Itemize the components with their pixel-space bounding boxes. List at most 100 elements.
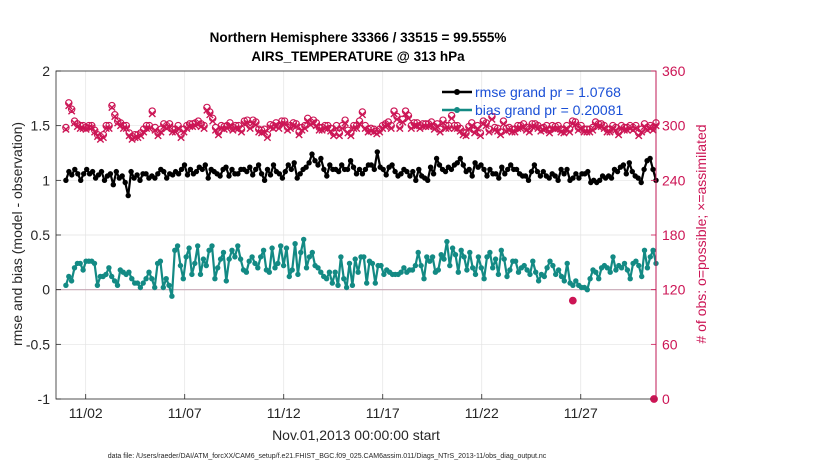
rmse-point bbox=[425, 177, 431, 183]
obs-assimilated-stroke bbox=[99, 133, 108, 142]
rmse-point bbox=[629, 168, 635, 175]
bias-point bbox=[68, 278, 75, 284]
rmse-point bbox=[647, 155, 653, 162]
rmse-point bbox=[75, 171, 81, 177]
rmse-point bbox=[294, 175, 300, 181]
obs-assimilated-marker bbox=[427, 121, 436, 129]
obs-assimilated-marker bbox=[612, 126, 620, 134]
obs-assimilated-stroke bbox=[358, 111, 367, 119]
bias-point bbox=[223, 278, 229, 284]
obs-assimilated-stroke bbox=[404, 114, 413, 123]
obs-assimilated-marker bbox=[76, 124, 84, 133]
rmse-series bbox=[63, 149, 659, 199]
obs-assimilated-marker bbox=[211, 126, 220, 134]
rmse-point bbox=[383, 172, 389, 178]
bias-point bbox=[278, 243, 284, 249]
obs-assimilated-marker bbox=[209, 117, 217, 125]
bias-point bbox=[129, 276, 135, 282]
obs-assimilated-stroke bbox=[548, 124, 557, 133]
obs-assimilated-marker bbox=[462, 131, 470, 140]
bias-point bbox=[71, 265, 78, 271]
bias-point bbox=[352, 256, 358, 262]
obs-assimilated-stroke bbox=[433, 122, 441, 131]
rmse-point bbox=[427, 164, 434, 170]
bias-point bbox=[378, 262, 384, 269]
bias-point bbox=[372, 280, 378, 286]
rmse-point bbox=[306, 160, 312, 166]
obs-assimilated-marker bbox=[485, 128, 493, 136]
rmse-point bbox=[368, 162, 374, 168]
obs-assimilated-stroke bbox=[479, 120, 487, 128]
obs-assimilated-marker bbox=[335, 131, 344, 140]
obs-assimilated-stroke bbox=[266, 123, 274, 132]
obs-assimilated-marker bbox=[447, 114, 456, 123]
bias-point bbox=[461, 254, 467, 260]
x-tick-label: 11/02 bbox=[69, 405, 103, 421]
obs-assimilated-stroke bbox=[456, 127, 464, 135]
obs-assimilated-stroke bbox=[439, 119, 447, 127]
rmse-point bbox=[327, 162, 333, 168]
rmse-point bbox=[113, 168, 120, 175]
obs-assimilated-stroke bbox=[105, 124, 113, 133]
rmse-point bbox=[407, 173, 413, 179]
obs-assimilated-marker bbox=[99, 133, 108, 142]
bias-point bbox=[498, 247, 504, 253]
obs-assimilated-stroke bbox=[384, 121, 392, 129]
rmse-point bbox=[98, 168, 105, 175]
bias-point bbox=[255, 265, 261, 271]
obs-assimilated-marker bbox=[350, 124, 358, 133]
rmse-point bbox=[125, 192, 131, 199]
obs-assimilated-stroke bbox=[542, 124, 551, 133]
bias-point bbox=[283, 245, 290, 251]
rmse-point bbox=[493, 171, 499, 177]
bias-point bbox=[381, 271, 387, 278]
obs-assimilated-stroke bbox=[445, 124, 453, 133]
rmse-point bbox=[484, 173, 490, 179]
rmse-point bbox=[626, 160, 632, 166]
rmse-point bbox=[152, 175, 158, 181]
obs-possible-marker bbox=[62, 123, 70, 132]
obs-assimilated-stroke bbox=[370, 128, 378, 136]
obs-assimilated-marker bbox=[151, 126, 159, 134]
rmse-point bbox=[267, 172, 274, 178]
x-axis-label: Nov.01,2013 00:00:00 start bbox=[272, 427, 440, 443]
bias-point bbox=[604, 265, 610, 271]
rmse-point bbox=[502, 171, 508, 177]
bias-point bbox=[235, 243, 241, 249]
obs-assimilated-stroke bbox=[165, 122, 174, 131]
obs-assimilated-marker bbox=[252, 121, 260, 129]
rmse-point bbox=[573, 171, 579, 177]
rmse-point bbox=[416, 166, 422, 173]
rmse-point bbox=[270, 162, 277, 168]
bias-point bbox=[636, 262, 642, 269]
bias-point bbox=[533, 269, 539, 275]
bias-point bbox=[137, 284, 144, 291]
rmse-point bbox=[264, 166, 271, 173]
bias-point bbox=[613, 267, 619, 273]
obs-assimilated-marker bbox=[232, 124, 240, 133]
obs-assimilated-stroke bbox=[393, 115, 401, 123]
obs-assimilated-stroke bbox=[571, 121, 580, 129]
obs-assimilated-stroke bbox=[531, 122, 539, 131]
obs-assimilated-stroke bbox=[591, 121, 600, 129]
obs-assimilated-marker bbox=[387, 124, 395, 133]
obs-assimilated-marker bbox=[168, 128, 177, 136]
bias-point bbox=[444, 238, 450, 245]
bias-point bbox=[361, 254, 367, 260]
obs-assimilated-stroke bbox=[246, 124, 254, 133]
bias-point bbox=[547, 258, 553, 264]
bias-point bbox=[624, 267, 631, 273]
obs-assimilated-marker bbox=[292, 122, 300, 131]
bias-point bbox=[195, 243, 201, 249]
bias-point bbox=[355, 269, 361, 275]
obs-assimilated-stroke bbox=[514, 124, 522, 133]
bias-point bbox=[180, 276, 186, 282]
obs-assimilated-stroke bbox=[237, 128, 246, 136]
rmse-point bbox=[107, 171, 114, 177]
obs-assimilated-stroke bbox=[209, 117, 217, 125]
rmse-point bbox=[315, 162, 321, 168]
obs-assimilated-stroke bbox=[410, 121, 418, 130]
obs-assimilated-marker bbox=[315, 126, 323, 134]
bias-point bbox=[298, 249, 304, 256]
bias-point bbox=[429, 254, 436, 260]
